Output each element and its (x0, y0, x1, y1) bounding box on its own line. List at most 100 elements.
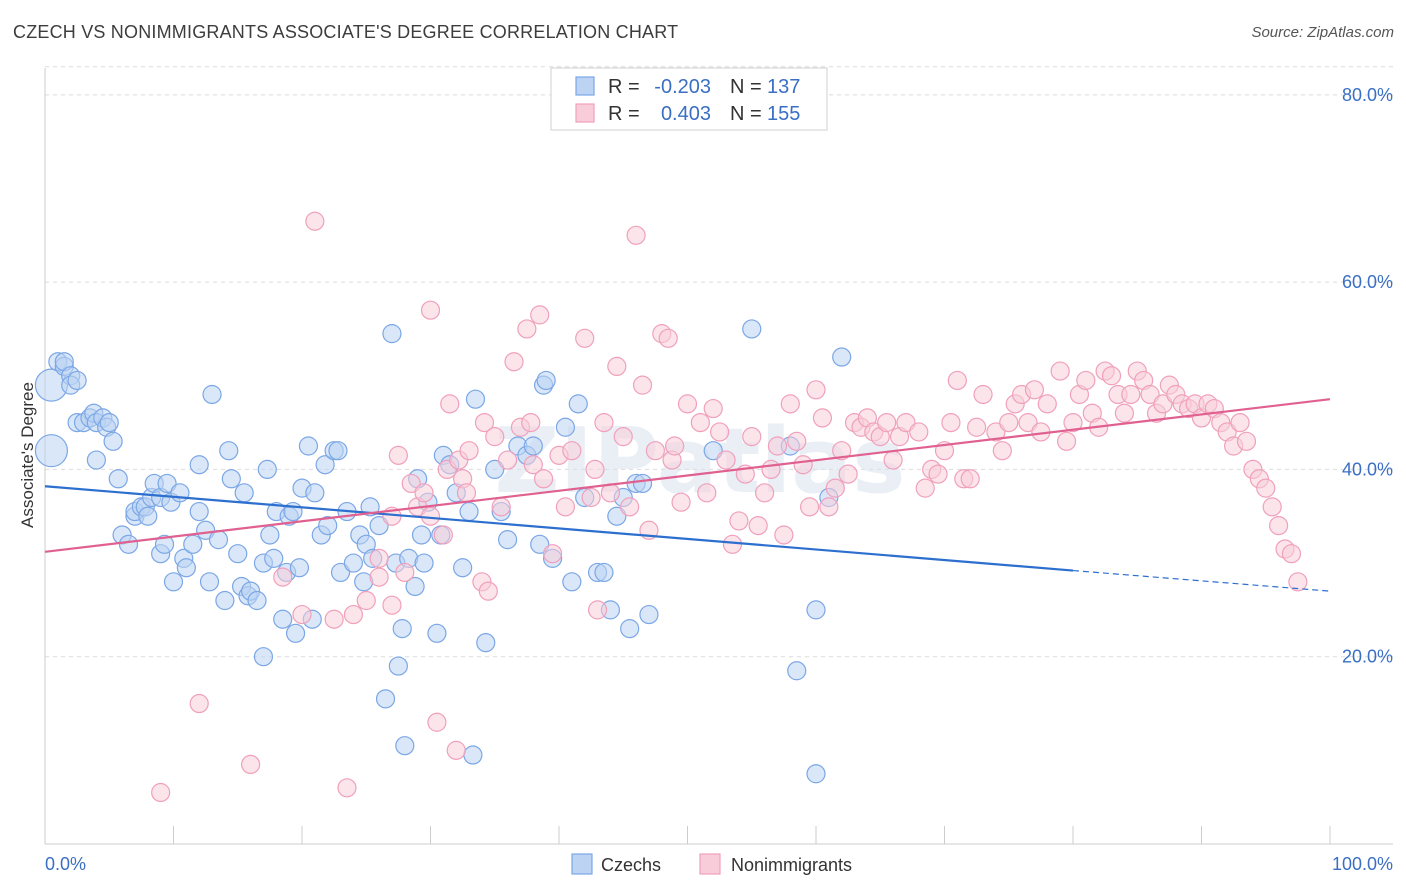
legend-swatch (575, 76, 595, 96)
czechs-point (375, 689, 396, 709)
nonimmigrants-point (1063, 412, 1083, 433)
nonimmigrants-point (521, 412, 541, 433)
nonimmigrants-point (1121, 384, 1141, 405)
czechs-point (103, 431, 123, 451)
legend-r-value: 0.403 (661, 103, 711, 125)
nonimmigrants-point (1230, 412, 1250, 433)
czechs-point (382, 324, 402, 344)
nonimmigrants-point (960, 469, 980, 489)
nonimmigrants-point (754, 483, 775, 503)
x-tick-label: 100.0% (1332, 854, 1393, 874)
nonimmigrants-point (485, 427, 505, 447)
czechs-point (806, 600, 826, 620)
nonimmigrants-point (767, 436, 788, 456)
czechs-point (199, 572, 220, 592)
nonimmigrants-point (456, 483, 477, 503)
nonimmigrants-point (671, 492, 691, 512)
y-tick-labels: 20.0% 40.0% 60.0% 80.0% (1342, 85, 1393, 667)
nonimmigrants-point (703, 398, 723, 419)
nonimmigrants-point (1236, 431, 1257, 451)
nonimmigrants-point (292, 604, 312, 625)
nonimmigrants-points (151, 211, 1308, 803)
czechs-point (568, 394, 588, 414)
czechs-point (208, 530, 229, 550)
czechs-point (459, 501, 479, 522)
grid-lines (45, 66, 1393, 658)
nonimmigrants-point (151, 782, 171, 803)
nonimmigrants-point (369, 567, 389, 587)
czechs-point (176, 558, 196, 578)
nonimmigrants-point (967, 417, 987, 437)
x-tick-label: 0.0% (45, 854, 86, 874)
nonimmigrants-point (530, 305, 550, 325)
czechs-point (34, 434, 69, 468)
nonimmigrants-point (915, 478, 935, 498)
stats-legend: R = -0.203 N = 137 R = 0.403 N = 155 (550, 67, 828, 131)
nonimmigrants-point (241, 754, 261, 775)
y-tick-label: 80.0% (1342, 85, 1393, 105)
nonimmigrants-point (607, 356, 627, 376)
nonimmigrants-point (1256, 478, 1276, 498)
czechs-point (360, 497, 380, 517)
czechs-point (806, 764, 826, 784)
bottom-legend-label: Nonimmigrants (731, 855, 852, 875)
nonimmigrants-point (1288, 572, 1308, 592)
nonimmigrants-point (562, 441, 582, 461)
nonimmigrants-point (575, 328, 595, 348)
nonimmigrants-point (825, 478, 845, 498)
czechs-point (463, 745, 483, 765)
czechs-trend-line (44, 485, 1074, 572)
nonimmigrants-point (581, 487, 601, 508)
nonimmigrants-point (710, 422, 730, 442)
nonimmigrants-point (986, 422, 1006, 442)
czechs-point (523, 436, 543, 456)
legend-n-label: N = (730, 103, 762, 125)
czechs-point (154, 534, 175, 554)
nonimmigrants-point (787, 431, 807, 451)
czechs-point (318, 515, 338, 536)
nonimmigrants-point (658, 328, 678, 348)
czechs-point (330, 562, 351, 583)
czechs-point (99, 412, 119, 433)
nonimmigrants-point (459, 441, 479, 461)
nonimmigrants-point (1140, 384, 1160, 405)
czechs-point (562, 572, 582, 592)
bottom-legend-label: Czechs (601, 855, 661, 875)
nonimmigrants-point (1268, 515, 1289, 536)
source-label: Source: ZipAtlas.com (1251, 24, 1394, 41)
y-axis-title: Associate's Degree (18, 382, 37, 528)
nonimmigrants-point (947, 370, 967, 391)
nonimmigrants-point (806, 380, 826, 400)
czechs-point (264, 548, 284, 568)
legend-swatch (575, 103, 595, 123)
nonimmigrants-point (337, 778, 357, 798)
czechs-point (305, 483, 325, 503)
nonimmigrants-point (812, 408, 833, 428)
nonimmigrants-point (645, 441, 665, 461)
czechs-point (742, 319, 762, 339)
czechs-point (170, 483, 190, 503)
nonimmigrants-point (414, 483, 434, 503)
nonimmigrants-point (498, 450, 518, 470)
czechs-point (414, 553, 434, 573)
czechs-point (67, 370, 87, 391)
czechs-point (108, 469, 128, 489)
nonimmigrants-point (928, 464, 948, 484)
nonimmigrants-point (722, 534, 743, 554)
nonimmigrants-point (780, 394, 800, 414)
czechs-point (369, 515, 389, 536)
czechs-point (202, 384, 222, 405)
nonimmigrants-point (356, 590, 376, 611)
bottom-legend: Czechs Nonimmigrants (571, 853, 852, 875)
czechs-point (328, 441, 348, 461)
nonimmigrants-point (474, 412, 495, 433)
nonimmigrants-point (729, 511, 749, 531)
czechs-point (555, 417, 576, 437)
czechs-point (453, 558, 473, 578)
nonimmigrants-point (324, 609, 344, 629)
czechs-point (273, 609, 293, 629)
nonimmigrants-point (189, 693, 209, 714)
czechs-point (607, 506, 627, 526)
czechs-point (183, 534, 203, 554)
